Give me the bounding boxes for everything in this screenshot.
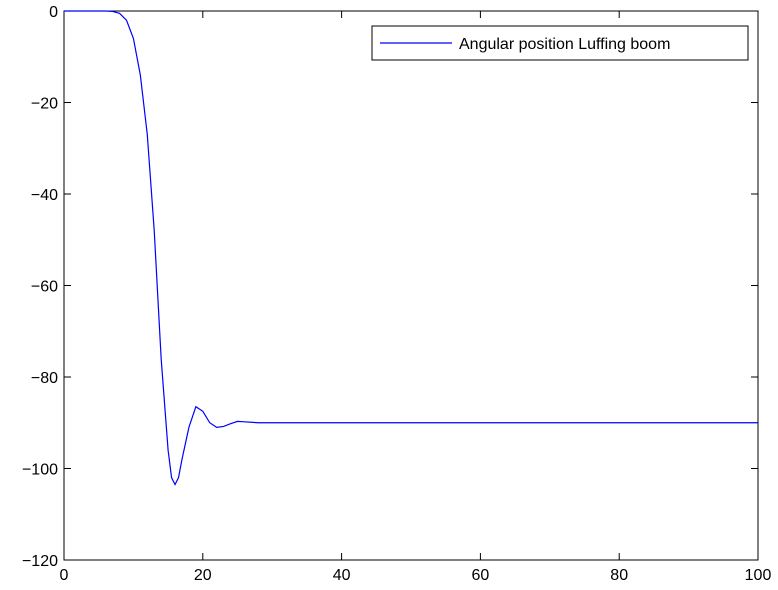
legend-label: Angular position Luffing boom [459,36,670,53]
y-tick-label: −40 [31,187,58,204]
y-tick-label: −100 [22,462,58,479]
x-tick-label: 20 [194,567,212,584]
x-tick-label: 60 [472,567,490,584]
x-tick-label: 0 [60,567,69,584]
y-tick-label: −80 [31,370,58,387]
x-tick-label: 40 [333,567,351,584]
y-tick-label: −60 [31,279,58,296]
y-tick-label: −120 [22,553,58,570]
y-tick-label: 0 [49,4,58,21]
data-line [64,10,758,486]
y-tick-label: −20 [31,96,58,113]
x-tick-label: 80 [610,567,628,584]
x-tick-label: 100 [745,567,772,584]
